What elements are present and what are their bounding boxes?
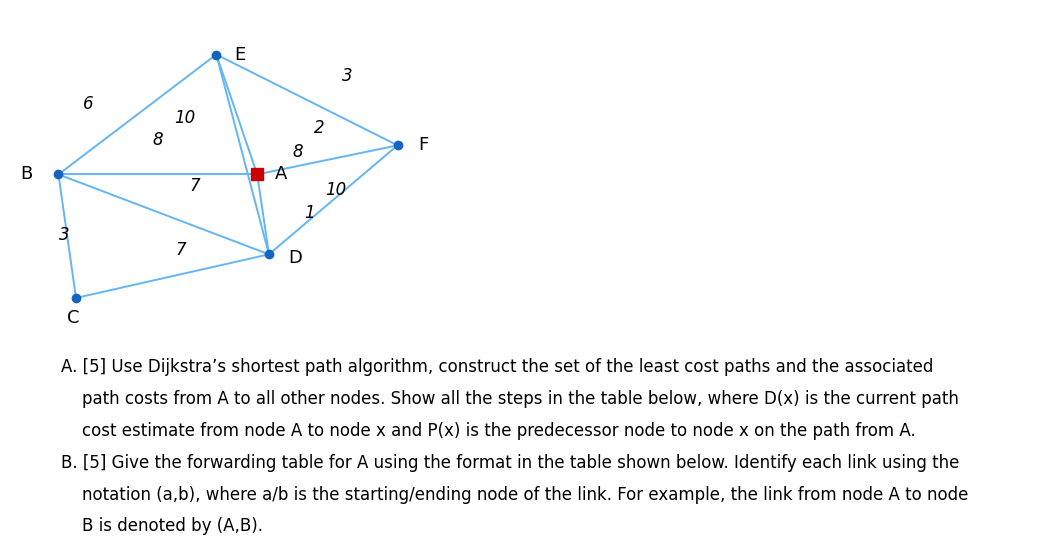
Text: A. [5] Use Dijkstra’s shortest path algorithm, construct the set of the least co: A. [5] Use Dijkstra’s shortest path algo… xyxy=(62,358,933,376)
Text: E: E xyxy=(234,45,245,64)
Text: 1: 1 xyxy=(305,204,315,222)
Text: 8: 8 xyxy=(292,143,303,161)
Text: 6: 6 xyxy=(82,95,93,113)
Text: path costs from A to all other nodes. Show all the steps in the table below, whe: path costs from A to all other nodes. Sh… xyxy=(62,390,959,408)
Text: 10: 10 xyxy=(174,109,195,127)
Text: 2: 2 xyxy=(314,119,325,137)
Text: B. [5] Give the forwarding table for A using the format in the table shown below: B. [5] Give the forwarding table for A u… xyxy=(62,454,959,472)
Text: C: C xyxy=(67,309,79,327)
Text: 7: 7 xyxy=(190,177,200,195)
Text: A: A xyxy=(275,165,287,183)
Text: B: B xyxy=(20,165,32,183)
Text: 10: 10 xyxy=(325,181,346,199)
Text: notation (a,b), where a/b is the starting/ending node of the link. For example, : notation (a,b), where a/b is the startin… xyxy=(62,486,969,504)
Text: 7: 7 xyxy=(175,241,186,259)
Text: F: F xyxy=(419,136,429,154)
Text: 3: 3 xyxy=(341,67,352,86)
Text: D: D xyxy=(288,249,302,267)
Text: cost estimate from node A to node x and P(x) is the predecessor node to node x o: cost estimate from node A to node x and … xyxy=(62,422,917,440)
Text: B is denoted by (A,B).: B is denoted by (A,B). xyxy=(62,518,263,536)
Text: 8: 8 xyxy=(152,131,163,149)
Text: 3: 3 xyxy=(58,226,70,244)
